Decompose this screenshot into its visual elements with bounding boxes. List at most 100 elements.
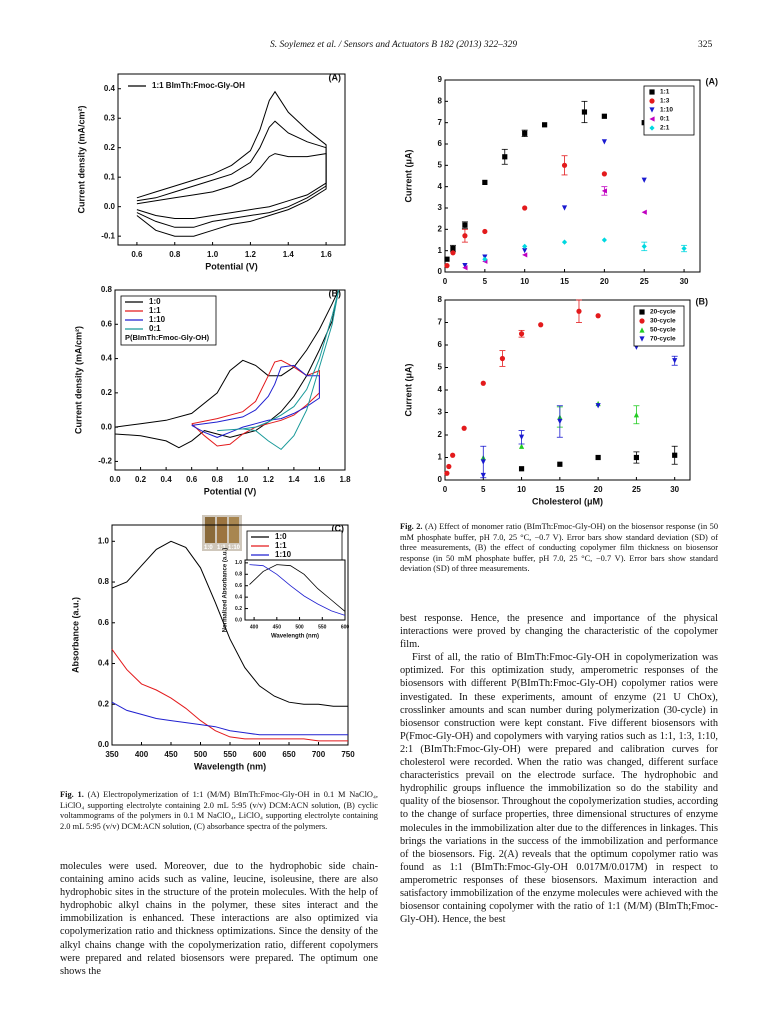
series-line	[249, 564, 346, 612]
photo-label: 1:10	[228, 545, 241, 551]
legend-label: 1:0	[149, 297, 161, 306]
series-line	[111, 649, 348, 742]
x-tick-label: 30	[680, 277, 689, 286]
legend-label: 1:3	[660, 98, 670, 105]
data-point	[499, 355, 506, 362]
body-column: best response. Hence, the presence and i…	[400, 612, 718, 1007]
y-tick-label: 0.8	[235, 572, 242, 578]
x-tick-label: 500	[194, 750, 208, 759]
data-point	[601, 139, 607, 145]
panel-label: (B)	[329, 288, 342, 298]
data-point	[444, 470, 450, 476]
data-point	[641, 209, 647, 215]
y-tick-label: 3	[438, 203, 443, 212]
data-point	[461, 425, 467, 431]
legend-marker	[649, 116, 655, 122]
y-axis-label: Current (μA)	[403, 363, 413, 416]
caption-text: (A) Electropolymerization of 1:1 (M/M) B…	[60, 790, 378, 831]
panel-label: (C)	[332, 523, 345, 533]
data-point	[561, 205, 568, 211]
legend-label: 50-cycle	[650, 327, 676, 334]
data-point	[446, 463, 452, 470]
caption-text: (A) Effect of monomer ratio (BImTh:Fmoc-…	[400, 522, 719, 574]
legend-marker	[639, 309, 645, 315]
y-tick-label: 0.4	[235, 594, 242, 600]
series-line	[136, 120, 327, 228]
data-point	[601, 171, 607, 177]
x-tick-label: 600	[341, 624, 350, 630]
y-tick-label: 0.0	[98, 740, 110, 749]
y-tick-label: 5	[438, 363, 443, 372]
y-tick-label: 0.1	[104, 172, 116, 181]
data-point	[462, 265, 468, 271]
x-tick-label: 10	[517, 485, 526, 494]
series-line	[191, 359, 320, 447]
y-tick-label: 7	[438, 318, 443, 327]
data-point	[595, 313, 601, 319]
data-point	[672, 358, 678, 364]
page-number: 325	[698, 40, 713, 50]
legend-label: 1:1	[660, 89, 670, 96]
y-axis-label: Current density (mA/cm²)	[73, 326, 83, 434]
panel-label: (A)	[706, 76, 719, 86]
y-tick-label: 0.6	[98, 618, 110, 627]
y-tick-label: 3	[438, 408, 443, 417]
x-tick-label: 0	[443, 485, 448, 494]
panel-label: (A)	[329, 72, 342, 82]
legend-label: 0:1	[660, 116, 670, 123]
y-tick-label: 1	[438, 246, 443, 255]
data-point	[601, 113, 607, 119]
y-tick-label: 0.0	[101, 422, 113, 431]
y-tick-label: 0.6	[235, 583, 242, 589]
y-axis-label: Absorbance (a.u.)	[70, 597, 80, 673]
y-tick-label: 1.0	[235, 560, 242, 566]
data-point	[518, 434, 525, 440]
data-point	[595, 403, 601, 409]
y-tick-label: 1.0	[98, 536, 110, 545]
y-tick-label: 0.3	[104, 113, 116, 122]
x-tick-label: 10	[520, 277, 529, 286]
data-point	[522, 252, 528, 258]
x-axis-label: Potential (V)	[204, 486, 257, 496]
x-tick-label: 600	[253, 750, 267, 759]
chart: 0 5 10 15 20 25 30 0 1 2 3 4 5 6 7 8 9 Current (μA) (A) 1:1…	[403, 75, 719, 286]
body-column: molecules were used. Moreover, due to th…	[60, 860, 378, 1005]
data-point	[681, 245, 687, 252]
data-point	[561, 239, 568, 245]
y-tick-label: 0.2	[104, 143, 116, 152]
y-tick-label: -0.2	[98, 457, 112, 466]
x-tick-label: 0.6	[131, 250, 143, 259]
y-tick-label: 0.2	[101, 388, 113, 397]
legend-marker	[639, 318, 645, 324]
x-tick-label: 30	[670, 485, 679, 494]
data-point	[581, 109, 588, 115]
x-tick-label: 1.6	[314, 475, 326, 484]
series-line	[217, 289, 340, 451]
data-point	[561, 162, 568, 168]
y-tick-label: 2	[438, 224, 443, 233]
vial	[229, 517, 239, 543]
legend-label: 20-cycle	[650, 309, 676, 316]
chart: 0 5 10 15 20 25 30 0 1 2 3 4 5 6 7 8 Cholesterol (μM) Cur…	[403, 295, 708, 506]
data-point	[542, 122, 548, 128]
y-tick-label: 4	[438, 182, 443, 191]
y-tick-label: 0.8	[101, 285, 113, 294]
x-tick-label: 0	[443, 277, 448, 286]
x-tick-label: 350	[105, 750, 119, 759]
y-tick-label: 9	[438, 75, 443, 84]
x-tick-label: 0.6	[186, 475, 198, 484]
legend-marker	[649, 89, 655, 95]
series-line	[111, 540, 348, 707]
x-tick-label: 450	[164, 750, 178, 759]
series-line	[191, 364, 320, 438]
data-point	[538, 322, 544, 328]
data-point	[522, 205, 528, 211]
x-tick-label: 5	[481, 485, 486, 494]
x-tick-label: 500	[295, 624, 304, 630]
y-tick-label: 0.4	[104, 84, 116, 93]
x-tick-label: 15	[555, 485, 564, 494]
vial	[205, 517, 215, 543]
x-axis-label: Cholesterol (μM)	[532, 496, 603, 506]
plot-frame	[444, 79, 701, 273]
